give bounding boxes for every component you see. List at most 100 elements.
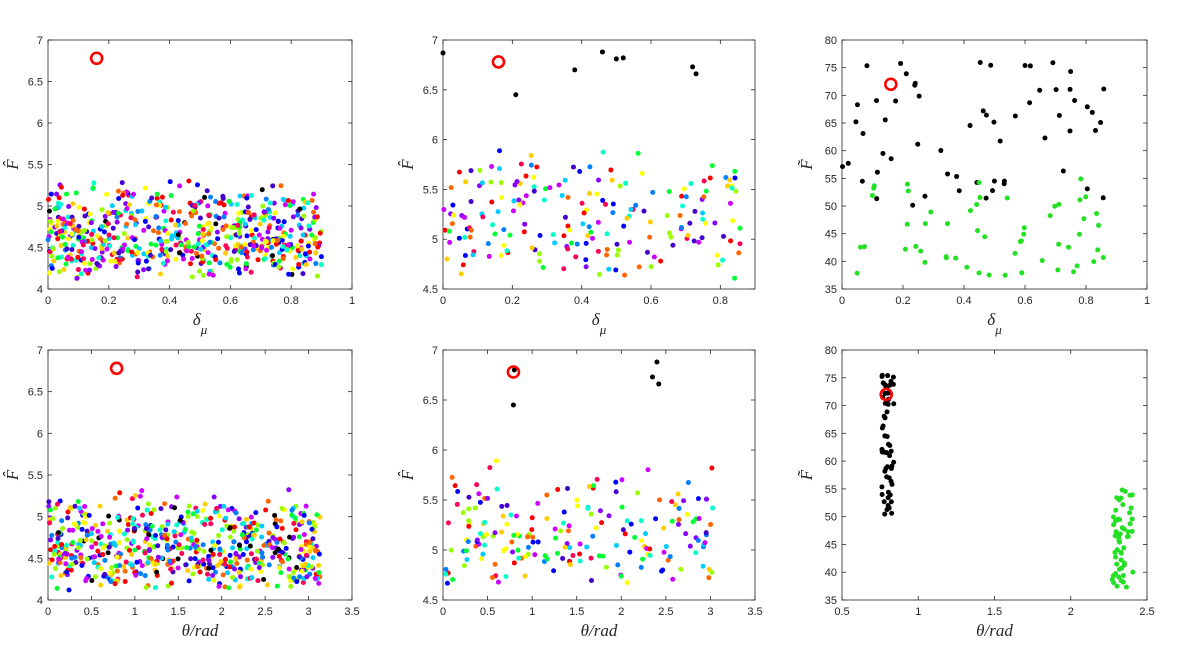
- data-point: [190, 208, 196, 214]
- data-point: [56, 269, 62, 275]
- data-point: [604, 252, 610, 258]
- data-point: [129, 562, 135, 568]
- data-point: [309, 197, 315, 203]
- data-point: [310, 555, 316, 561]
- data-point: [300, 579, 306, 585]
- data-point: [1114, 583, 1120, 589]
- data-point: [888, 448, 894, 454]
- data-point: [514, 513, 520, 519]
- data-point: [579, 200, 585, 206]
- data-point: [622, 272, 628, 278]
- data-point: [277, 536, 283, 542]
- y-tick-label: 5: [37, 512, 43, 524]
- data-point: [890, 374, 896, 380]
- data-point: [499, 529, 505, 535]
- data-point: [73, 522, 79, 528]
- data-point: [922, 221, 928, 227]
- data-point: [256, 232, 262, 238]
- data-point: [65, 515, 71, 521]
- data-point: [938, 148, 944, 154]
- x-tick-label: 1: [349, 295, 355, 307]
- data-point: [467, 234, 473, 240]
- data-point: [668, 234, 674, 240]
- data-point: [176, 250, 182, 256]
- x-tick-label: 3.5: [747, 606, 762, 618]
- y-tick-label: 6: [37, 428, 43, 440]
- data-point: [164, 258, 170, 264]
- data-point: [89, 231, 95, 237]
- data-point: [185, 568, 191, 574]
- data-point: [200, 231, 206, 237]
- data-point: [224, 234, 230, 240]
- data-point: [68, 567, 74, 573]
- data-point: [266, 206, 272, 212]
- data-point: [529, 515, 535, 521]
- subplot-p5: 0 0.5 1 1.5 2 2.5 3 3.5 4.5 5 5.5 6 6.5 7 θ/rad F̂: [398, 345, 763, 640]
- data-point: [165, 547, 171, 553]
- y-tick-label: 7: [37, 345, 43, 357]
- data-point: [468, 227, 474, 233]
- data-point: [709, 569, 715, 575]
- x-axis-label-main: δ: [592, 310, 601, 329]
- x-tick-label: 0.2: [895, 295, 910, 307]
- y-tick-label: 4.5: [423, 595, 438, 607]
- data-point: [461, 563, 467, 569]
- data-point: [272, 262, 278, 268]
- data-point: [168, 566, 174, 572]
- data-point: [537, 251, 543, 257]
- data-point: [148, 511, 154, 517]
- data-point: [670, 576, 676, 582]
- data-point: [509, 539, 515, 545]
- data-point: [312, 241, 318, 247]
- data-point: [130, 521, 136, 527]
- data-point: [621, 223, 627, 229]
- data-point: [562, 544, 568, 550]
- data-point: [953, 255, 959, 261]
- data-point: [99, 207, 105, 213]
- data-point: [511, 560, 517, 566]
- data-point: [123, 559, 129, 565]
- data-point: [244, 249, 250, 255]
- data-point: [242, 221, 248, 227]
- data-point: [102, 571, 108, 577]
- data-point: [75, 267, 81, 273]
- data-point: [294, 565, 300, 571]
- data-point: [228, 258, 234, 264]
- data-point: [197, 215, 203, 221]
- data-point: [474, 482, 480, 488]
- data-point: [498, 180, 504, 186]
- y-tick-label: 4: [37, 595, 43, 607]
- y-tick-label: 6.5: [28, 77, 43, 89]
- data-point: [216, 513, 222, 519]
- data-point: [48, 547, 54, 553]
- data-point: [706, 575, 712, 581]
- data-point: [248, 192, 254, 198]
- data-point: [560, 520, 566, 526]
- data-point: [702, 540, 708, 546]
- data-point: [313, 548, 319, 554]
- x-tick-label: 0.6: [643, 295, 658, 307]
- data-point: [174, 522, 180, 528]
- x-tick-label: 0.2: [505, 295, 520, 307]
- x-tick-label: 0: [45, 295, 51, 307]
- data-point: [585, 505, 591, 511]
- data-point: [55, 539, 61, 545]
- data-point: [882, 390, 888, 396]
- data-point: [221, 503, 227, 509]
- data-point: [236, 210, 242, 216]
- data-point: [64, 246, 70, 252]
- data-point: [480, 551, 486, 557]
- data-point: [227, 552, 233, 558]
- data-point: [715, 262, 721, 268]
- data-point: [540, 265, 546, 271]
- x-tick-label: 0.5: [834, 606, 849, 618]
- x-tick-label: 0.4: [574, 295, 589, 307]
- data-point: [94, 260, 100, 266]
- x-axis-label-main: δ: [193, 310, 202, 329]
- data-point: [529, 245, 535, 251]
- data-point: [315, 244, 321, 250]
- data-point: [59, 518, 65, 524]
- data-point: [990, 188, 996, 194]
- data-point: [222, 561, 228, 567]
- data-point: [151, 507, 157, 513]
